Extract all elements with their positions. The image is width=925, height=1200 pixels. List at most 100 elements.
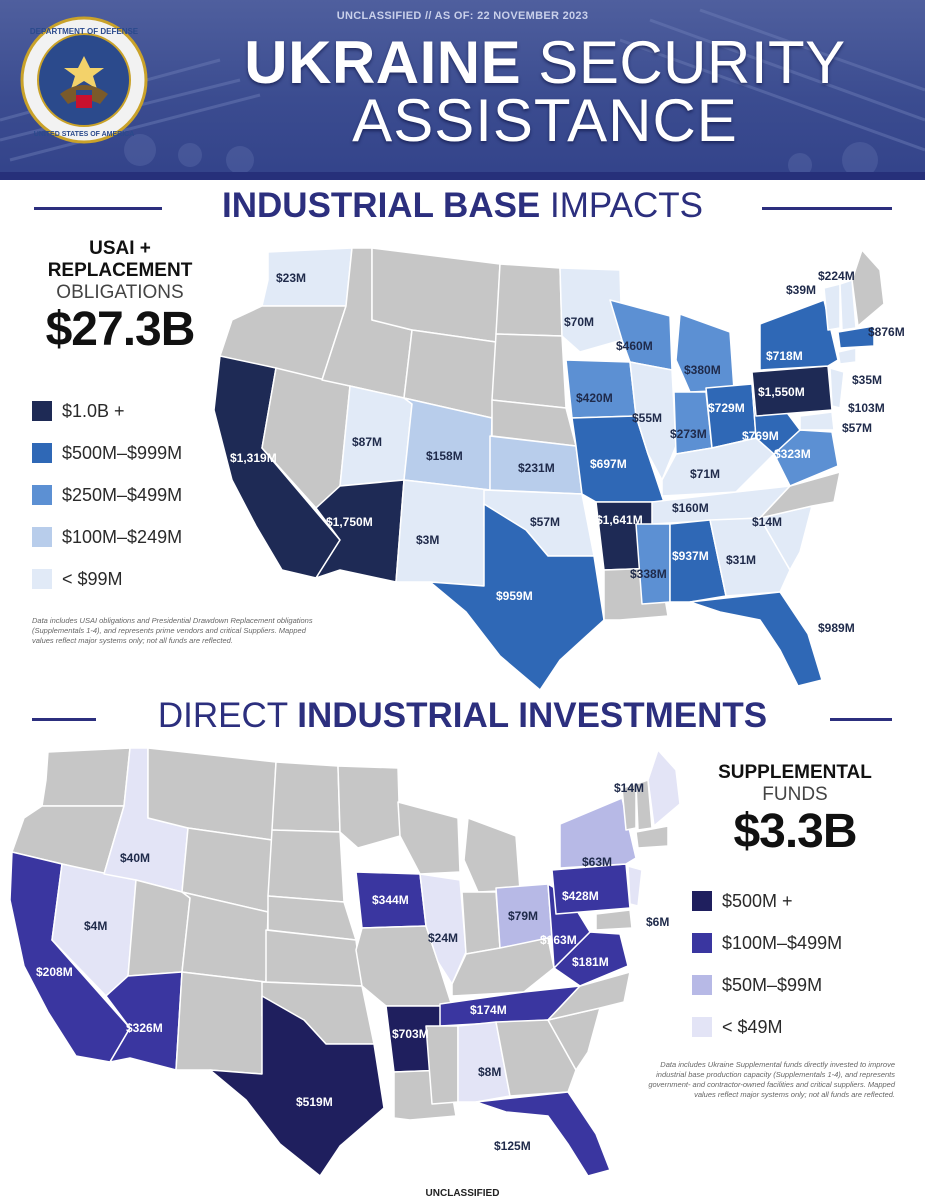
state2-sd: [267, 829, 345, 903]
state-mi: [675, 313, 735, 393]
legend1-item-4: $100M–$249M: [32, 516, 182, 558]
state-ia: [565, 359, 637, 419]
label1-va: $323M: [774, 447, 811, 461]
section1-total-label-1: USAI +: [89, 238, 151, 259]
label2-id: $40M: [120, 851, 150, 865]
label1-ma: $876M: [868, 325, 905, 339]
label2-va: $181M: [572, 955, 609, 969]
state-me: [851, 249, 885, 327]
state-ny: [759, 299, 839, 371]
state2-nd: [271, 761, 341, 833]
legend2-swatch-2: [692, 933, 712, 953]
header-banner: UNCLASSIFIED // AS OF: 22 NOVEMBER 2023 …: [0, 0, 925, 180]
state-al: [669, 519, 727, 603]
legend2-label-2: $100M–$499M: [722, 932, 843, 953]
label2-pa: $428M: [562, 889, 599, 903]
label1-oh: $729M: [708, 401, 745, 415]
legend1-item-2: $500M–$999M: [32, 432, 182, 474]
label1-fl: $989M: [818, 621, 855, 635]
state2-al: [457, 1021, 511, 1103]
section1-title: INDUSTRIAL BASE IMPACTS: [0, 186, 925, 226]
label1-ks: $231M: [518, 461, 555, 475]
label2-nv: $4M: [84, 919, 107, 933]
label1-ia: $420M: [576, 391, 613, 405]
header-stripe: [0, 172, 925, 180]
dod-seal: DEPARTMENT OF DEFENSE UNITED STATES OF A…: [20, 16, 148, 144]
section2-total-value: $3.3B: [733, 805, 857, 858]
label1-mn: $70M: [564, 315, 594, 329]
label1-me: $224M: [818, 269, 855, 283]
label2-ms: $8M: [478, 1065, 501, 1079]
state2-ut: [127, 879, 191, 977]
state2-wa: [41, 747, 131, 807]
label2-az: $326M: [126, 1021, 163, 1035]
label1-wv: $769M: [742, 429, 779, 443]
legend1-item-1: $1.0B +: [32, 390, 182, 432]
label2-me: $14M: [614, 781, 644, 795]
header-background-machinery: [0, 8, 925, 178]
state2-tx: [209, 995, 385, 1177]
label2-ny: $63M: [582, 855, 612, 869]
label2-tn: $174M: [470, 1003, 507, 1017]
section1-total-label-3: OBLIGATIONS: [56, 282, 184, 303]
section1-total-label-2: REPLACEMENT: [47, 260, 193, 281]
state2-mi: [463, 817, 521, 893]
state2-vt: [621, 783, 637, 831]
label1-mo: $697M: [590, 457, 627, 471]
legend1-label-2: $500M–$999M: [62, 442, 183, 463]
legend2-item-1: $500M +: [692, 880, 842, 922]
state2-nj: [627, 865, 643, 907]
label1-ca: $1,319M: [230, 451, 277, 465]
section1-title-bold: INDUSTRIAL BASE: [222, 186, 541, 225]
state-ma: [837, 325, 875, 349]
label1-wa: $23M: [276, 271, 306, 285]
section1-legend: $1.0B + $500M–$999M $250M–$499M $100M–$2…: [32, 390, 182, 600]
state-fl: [689, 591, 823, 687]
state-nd: [495, 263, 563, 337]
seal-text-bottom: UNITED STATES OF AMERICA: [34, 131, 135, 138]
label1-ut: $87M: [352, 435, 382, 449]
section2-note: Data includes Ukraine Supplemental funds…: [648, 1060, 895, 1099]
state-ga: [709, 517, 791, 597]
state-tx: [429, 503, 605, 690]
section1-title-light: IMPACTS: [540, 186, 703, 225]
title-bold-word: UKRAINE: [244, 29, 522, 96]
classification-banner-bottom: UNCLASSIFIED: [425, 1188, 500, 1199]
legend2-label-3: $50M–$99M: [722, 974, 823, 995]
label1-co: $158M: [426, 449, 463, 463]
state-vt: [823, 283, 841, 331]
state2-nm: [175, 971, 267, 1075]
label1-nh: $39M: [786, 283, 816, 297]
state2-fl: [475, 1091, 611, 1177]
legend1-label-1: $1.0B +: [62, 400, 125, 421]
label1-ms: $338M: [630, 567, 667, 581]
title-line2: ASSISTANCE: [352, 87, 738, 154]
classification-banner-top: UNCLASSIFIED // AS OF: 22 NOVEMBER 2023: [336, 10, 589, 22]
legend1-item-5: < $99M: [32, 558, 182, 600]
state2-ma: [635, 825, 669, 849]
map-direct-industrial-investments: $40M $4M $208M $326M $519M $344M $24M $7…: [9, 747, 681, 1177]
label1-ky: $71M: [690, 467, 720, 481]
state-mn: [559, 267, 623, 353]
legend2-swatch-1: [692, 891, 712, 911]
label2-ia: $344M: [372, 893, 409, 907]
state2-ky: [451, 937, 555, 997]
state2-wi: [397, 801, 461, 875]
legend2-item-4: < $49M: [692, 1006, 842, 1048]
label1-tn: $160M: [672, 501, 709, 515]
legend1-swatch-5: [32, 569, 52, 589]
legend1-swatch-3: [32, 485, 52, 505]
section1-total-block: USAI + REPLACEMENT OBLIGATIONS $27.3B: [20, 238, 220, 356]
label2-oh: $79M: [508, 909, 538, 923]
legend2-item-3: $50M–$99M: [692, 964, 842, 1006]
label1-az: $1,750M: [326, 515, 373, 529]
label2-ar: $703M: [392, 1027, 429, 1041]
legend1-swatch-1: [32, 401, 52, 421]
state2-in: [461, 891, 501, 955]
state2-mn: [337, 765, 401, 849]
label1-mi: $380M: [684, 363, 721, 377]
section2-title-light: DIRECT: [157, 696, 298, 735]
section2-legend: $500M + $100M–$499M $50M–$99M < $49M: [692, 880, 842, 1048]
legend1-swatch-4: [32, 527, 52, 547]
state2-ms: [425, 1025, 459, 1105]
